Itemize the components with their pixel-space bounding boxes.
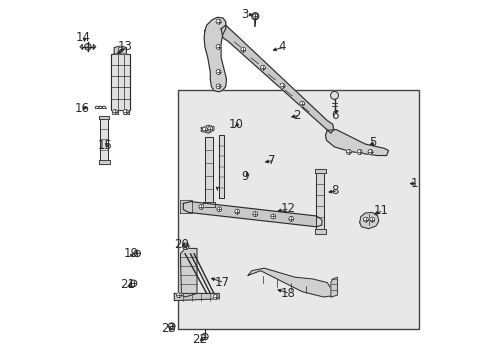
Text: 10: 10 bbox=[228, 118, 243, 131]
Circle shape bbox=[252, 212, 257, 217]
Bar bbox=[178, 90, 418, 329]
Text: 8: 8 bbox=[330, 184, 338, 197]
Circle shape bbox=[288, 216, 293, 221]
Polygon shape bbox=[101, 119, 108, 160]
Text: 21: 21 bbox=[120, 278, 135, 291]
Circle shape bbox=[216, 84, 221, 89]
Polygon shape bbox=[221, 25, 333, 133]
Text: 4: 4 bbox=[278, 40, 285, 53]
Circle shape bbox=[363, 217, 367, 222]
Circle shape bbox=[213, 294, 218, 300]
Circle shape bbox=[252, 14, 257, 19]
Polygon shape bbox=[174, 293, 219, 301]
Circle shape bbox=[356, 149, 362, 154]
Polygon shape bbox=[111, 54, 130, 110]
Circle shape bbox=[199, 204, 203, 210]
Circle shape bbox=[130, 280, 137, 287]
Circle shape bbox=[216, 69, 221, 75]
Circle shape bbox=[168, 323, 175, 329]
Text: 3: 3 bbox=[241, 8, 248, 21]
Polygon shape bbox=[114, 46, 126, 54]
Text: 17: 17 bbox=[215, 276, 229, 289]
Circle shape bbox=[234, 209, 239, 214]
Text: 2: 2 bbox=[292, 109, 300, 122]
Circle shape bbox=[216, 19, 221, 24]
Text: 5: 5 bbox=[368, 136, 375, 149]
Circle shape bbox=[251, 13, 258, 20]
Polygon shape bbox=[80, 44, 82, 49]
Circle shape bbox=[216, 207, 222, 212]
Circle shape bbox=[330, 91, 338, 99]
Text: 11: 11 bbox=[373, 204, 388, 217]
Polygon shape bbox=[359, 212, 378, 229]
Polygon shape bbox=[203, 202, 214, 207]
Circle shape bbox=[260, 65, 265, 70]
Circle shape bbox=[118, 47, 123, 52]
Circle shape bbox=[240, 47, 245, 52]
Circle shape bbox=[176, 293, 181, 298]
Polygon shape bbox=[325, 130, 387, 156]
Polygon shape bbox=[183, 202, 321, 227]
Circle shape bbox=[201, 333, 208, 340]
Circle shape bbox=[182, 243, 189, 249]
Text: 15: 15 bbox=[98, 139, 112, 152]
Circle shape bbox=[112, 109, 117, 114]
Text: 20: 20 bbox=[174, 238, 189, 251]
Polygon shape bbox=[99, 160, 110, 164]
Polygon shape bbox=[330, 277, 337, 297]
Circle shape bbox=[369, 217, 374, 222]
Polygon shape bbox=[218, 135, 224, 198]
Polygon shape bbox=[247, 268, 332, 297]
Polygon shape bbox=[112, 110, 118, 114]
Polygon shape bbox=[204, 137, 212, 202]
Text: 9: 9 bbox=[241, 170, 248, 183]
Text: 1: 1 bbox=[410, 177, 417, 190]
Text: 23: 23 bbox=[161, 322, 176, 335]
Circle shape bbox=[84, 44, 91, 50]
Text: 18: 18 bbox=[280, 287, 295, 300]
Circle shape bbox=[202, 127, 207, 132]
Circle shape bbox=[346, 149, 351, 154]
Text: 19: 19 bbox=[123, 247, 139, 260]
Text: 14: 14 bbox=[75, 31, 90, 44]
Circle shape bbox=[280, 83, 285, 88]
Polygon shape bbox=[314, 229, 325, 234]
Polygon shape bbox=[204, 17, 226, 92]
Text: 6: 6 bbox=[330, 109, 338, 122]
Polygon shape bbox=[179, 200, 192, 213]
Text: 7: 7 bbox=[267, 154, 275, 167]
Text: 16: 16 bbox=[75, 102, 89, 114]
Circle shape bbox=[216, 44, 221, 49]
Circle shape bbox=[270, 214, 275, 219]
Polygon shape bbox=[316, 173, 324, 229]
Circle shape bbox=[299, 101, 304, 106]
Text: 13: 13 bbox=[118, 40, 132, 53]
Circle shape bbox=[134, 250, 140, 257]
Polygon shape bbox=[314, 169, 325, 173]
Polygon shape bbox=[180, 248, 197, 297]
Polygon shape bbox=[93, 44, 96, 49]
Circle shape bbox=[367, 149, 372, 154]
Circle shape bbox=[207, 126, 212, 131]
Text: 12: 12 bbox=[280, 202, 295, 215]
Polygon shape bbox=[201, 125, 213, 133]
Text: 22: 22 bbox=[192, 333, 207, 346]
Circle shape bbox=[123, 109, 128, 114]
Polygon shape bbox=[122, 110, 128, 114]
Polygon shape bbox=[99, 116, 109, 119]
